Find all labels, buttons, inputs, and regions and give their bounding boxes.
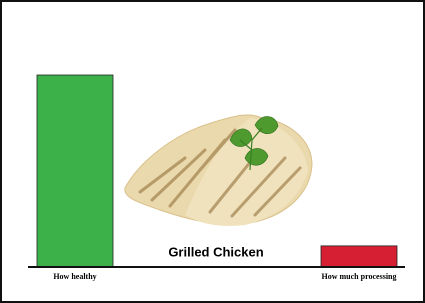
x-tick-label: How healthy [53,272,96,281]
bar [321,246,397,267]
chart: Grilled Chicken How healthy How much proc… [0,0,425,303]
x-tick-label: How much processing [322,272,397,281]
bar [37,75,113,267]
chart-title: Grilled Chicken [168,244,263,259]
